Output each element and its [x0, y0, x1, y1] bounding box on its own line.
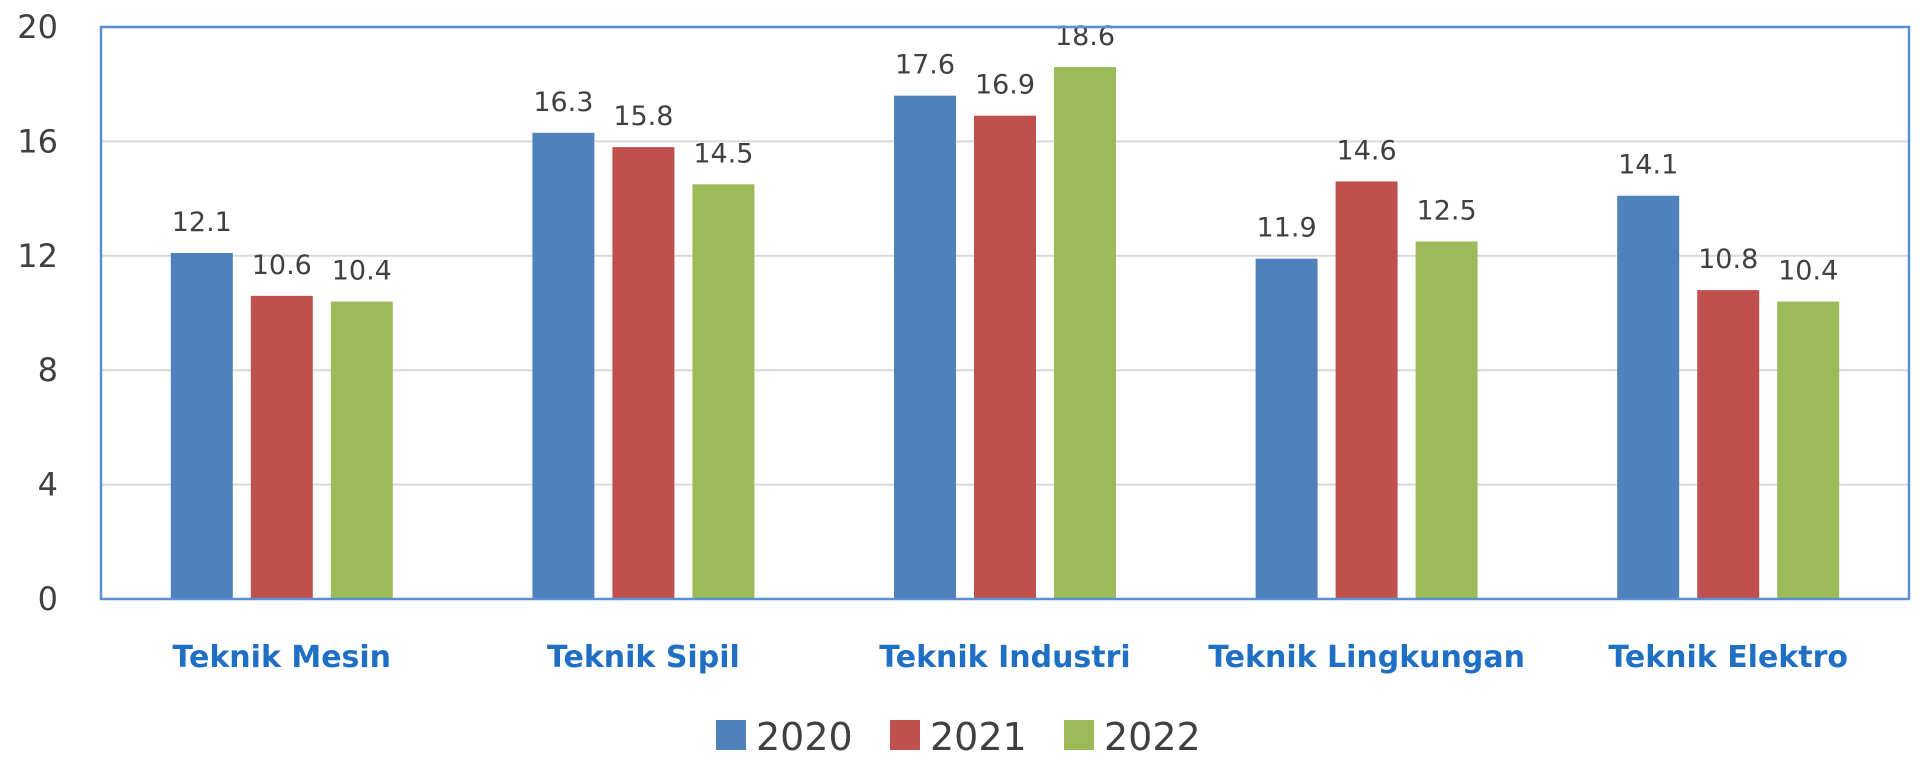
bar-2022-2	[1054, 67, 1116, 600]
y-tick-label: 4	[38, 466, 58, 504]
x-category-label: Teknik Elektro	[1608, 640, 1848, 675]
bars	[170, 67, 1840, 600]
legend-swatch-2021	[890, 720, 920, 750]
y-tick-label: 20	[17, 8, 58, 46]
legend-label: 2020	[756, 715, 853, 759]
data-label: 12.5	[1417, 196, 1477, 227]
bar-2022-3	[1415, 241, 1478, 599]
data-label: 15.8	[613, 101, 673, 132]
x-category-label: Teknik Mesin	[173, 640, 392, 675]
y-tick-label: 0	[38, 580, 58, 618]
bar-2021-0	[250, 295, 313, 599]
x-category-label: Teknik Lingkungan	[1208, 640, 1525, 675]
bar-2022-0	[330, 301, 393, 599]
x-category-label: Teknik Industri	[879, 640, 1130, 675]
data-labels: 12.1 10.6 10.4 16.3 15.8 14.5 17.6 16.9 18.6 11.9…	[172, 21, 1839, 287]
data-label: 12.1	[172, 207, 232, 238]
data-label: 16.3	[533, 87, 593, 118]
bar-2021-4	[1697, 290, 1760, 599]
data-label: 14.6	[1337, 135, 1397, 166]
legend-label: 2022	[1104, 715, 1201, 759]
legend-swatch-2022	[1064, 720, 1094, 750]
legend-label: 2021	[930, 715, 1027, 759]
data-label: 10.4	[1778, 256, 1838, 287]
bar-2020-4	[1617, 195, 1680, 600]
data-label: 10.6	[252, 250, 312, 281]
bar-2021-2	[974, 115, 1036, 599]
data-label: 18.6	[1055, 21, 1115, 52]
bar-2022-4	[1777, 301, 1840, 599]
bar-2021-3	[1335, 181, 1398, 599]
data-label: 14.5	[693, 138, 753, 169]
y-tick-label: 16	[17, 122, 58, 160]
bar-2020-3	[1255, 258, 1318, 599]
bar-2022-1	[692, 184, 755, 600]
x-axis-categories: Teknik Mesin Teknik Sipil Teknik Industri T…	[173, 640, 1848, 675]
x-category-label: Teknik Sipil	[547, 640, 740, 675]
legend-swatch-2020	[716, 720, 746, 750]
bar-2020-2	[894, 95, 956, 599]
data-label: 14.1	[1618, 150, 1678, 181]
y-tick-label: 8	[38, 351, 58, 389]
data-label: 16.9	[975, 70, 1035, 101]
y-axis-ticks: 0 4 8 12 16 20	[17, 8, 58, 618]
bar-2021-1	[612, 147, 675, 599]
data-label: 10.8	[1698, 244, 1758, 275]
bar-2020-0	[170, 252, 233, 599]
plot-frame	[99, 25, 1911, 601]
data-label: 11.9	[1257, 213, 1317, 244]
data-label: 10.4	[332, 256, 392, 287]
data-label: 17.6	[895, 50, 955, 81]
y-tick-label: 12	[17, 237, 58, 275]
bar-2020-1	[532, 132, 595, 599]
legend: 2020 2021 2022	[716, 715, 1201, 759]
